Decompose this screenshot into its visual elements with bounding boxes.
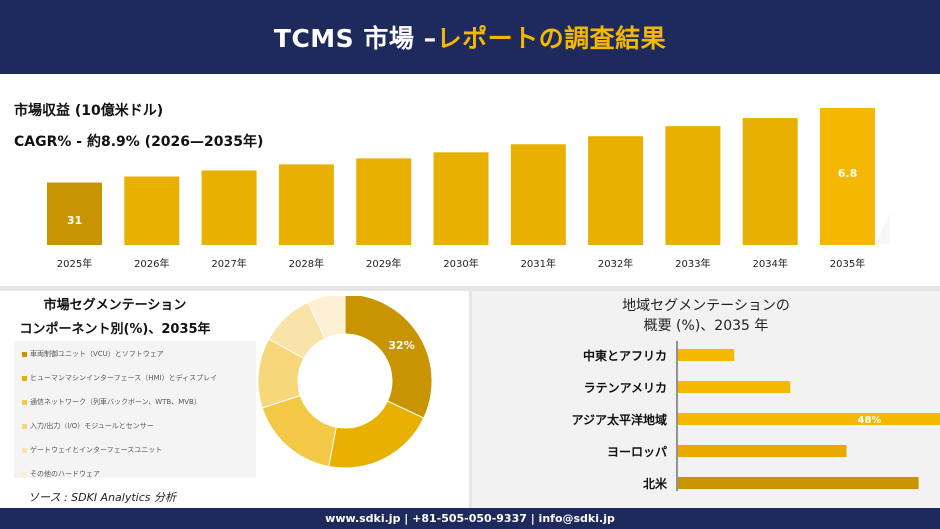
revenue-bar [665,126,721,245]
section-divider [0,286,940,291]
revenue-label: 市場収益 (10億米ドル) [14,103,164,119]
segment-panel: 市場セグメンテーション コンポーネント別(%)、2035年 車両制御ユニット（V… [0,291,469,508]
donut-slice-label: 32% [388,339,414,352]
source-note: ソース : SDKI Analytics 分析 [28,491,177,504]
legend-swatch [22,351,27,357]
revenue-bar [820,108,875,245]
legend-label: 車両制御ユニット（VCU）とソフトウェア [30,350,164,358]
title-prefix: TCMS 市場 – [273,24,437,53]
legend-label: その他のハードウェア [30,470,100,478]
legend-swatch [22,423,27,429]
legend-swatch [22,471,27,477]
bar-value-label: 6.8 [838,167,858,180]
year-tick-label: 2026年 [134,257,169,270]
donut-slice [307,296,346,340]
region-bar [678,477,919,489]
year-tick-label: 2031年 [521,257,556,270]
legend-item: 入力/出力（I/O）モジュールとセンサー [22,421,154,431]
segment-title-line1: 市場セグメンテーション [43,298,187,313]
legend-label: 入力/出力（I/O）モジュールとセンサー [30,422,154,430]
revenue-bar [124,176,180,245]
legend-swatch [22,447,27,453]
regional-title-line2: 概要 (%)、2035 年 [643,318,769,334]
region-label: 中東とアフリカ [583,348,667,363]
revenue-bar [356,158,412,245]
legend-item: その他のハードウェア [22,469,100,479]
revenue-panel: 市場収益 (10億米ドル) CAGR% - 約8.9% (2026—2035年)… [0,74,940,286]
region-label: アジア太平洋地域 [571,412,667,427]
year-tick-label: 2025年 [57,257,92,270]
year-tick-label: 2028年 [289,257,324,270]
regional-title-line1: 地域セグメンテーションの [622,298,790,314]
revenue-bar [588,136,644,245]
region-bar [678,349,735,361]
region-label: ラテンアメリカ [584,381,667,395]
year-tick-label: 2035年 [830,257,865,270]
year-tick-label: 2030年 [443,257,478,270]
legend-label: ゲートウェイとインターフェースユニット [30,446,163,454]
legend-item: ヒューマンマシンインターフェース（HMI）とディスプレイ [22,373,217,383]
legend-swatch [22,375,27,381]
region-value-label: 48% [858,415,882,426]
region-bar [678,381,791,393]
segment-title-line2: コンポーネント別(%)、2035年 [19,322,211,337]
donut-slice [344,296,433,419]
donut-slice [261,394,337,468]
legend-swatch [22,399,27,405]
revenue-bar [47,182,102,245]
legend-label: ヒューマンマシンインターフェース（HMI）とディスプレイ [30,374,218,382]
revenue-bar [278,164,334,245]
page-title: TCMS 市場 –レポートの調査結果 [274,19,666,55]
revenue-bar [742,118,798,245]
header-banner: TCMS 市場 –レポートの調査結果 [0,0,940,74]
year-tick-label: 2029年 [366,257,401,270]
footer-contact: www.sdki.jp | +81-505-050-9337 | info@sd… [325,512,615,525]
year-tick-label: 2033年 [675,257,710,270]
region-bar [678,413,940,425]
title-accent: レポートの調査結果 [436,24,667,53]
region-bar [678,445,847,457]
legend-item: 車両制御ユニット（VCU）とソフトウェア [22,349,164,359]
revenue-bar [201,170,257,245]
year-tick-label: 2034年 [752,257,787,270]
section-divider-vertical [469,291,472,508]
component-donut-chart: 32% [257,296,433,469]
year-tick-label: 2027年 [211,257,246,270]
bar-value-label: 31 [67,214,82,227]
legend-label: 通信ネットワーク（列車バックボーン、WTB、MVB） [30,398,201,406]
legend-item: ゲートウェイとインターフェースユニット [22,445,162,455]
regional-panel: 地域セグメンテーションの 概要 (%)、2035 年 中東とアフリカ ラテンアメリ… [472,291,940,508]
footer-bar: www.sdki.jp | +81-505-050-9337 | info@sd… [0,508,940,529]
donut-slice [328,400,425,469]
year-tick-label: 2032年 [598,257,633,270]
revenue-bar [433,152,489,245]
segment-legend: 車両制御ユニット（VCU）とソフトウェア ヒューマンマシンインターフェース（HM… [14,341,256,478]
legend-item: 通信ネットワーク（列車バックボーン、WTB、MVB） [22,397,201,407]
cagr-label: CAGR% - 約8.9% (2026—2035年) [14,134,264,150]
region-label: ヨーロッパ [607,445,667,459]
revenue-bar [510,144,566,245]
region-label: 北米 [643,476,668,491]
revenue-bar-chart: 2025年 31 2026年 2027年 2028年 2029年 2030年 2031年 203… [44,108,890,270]
